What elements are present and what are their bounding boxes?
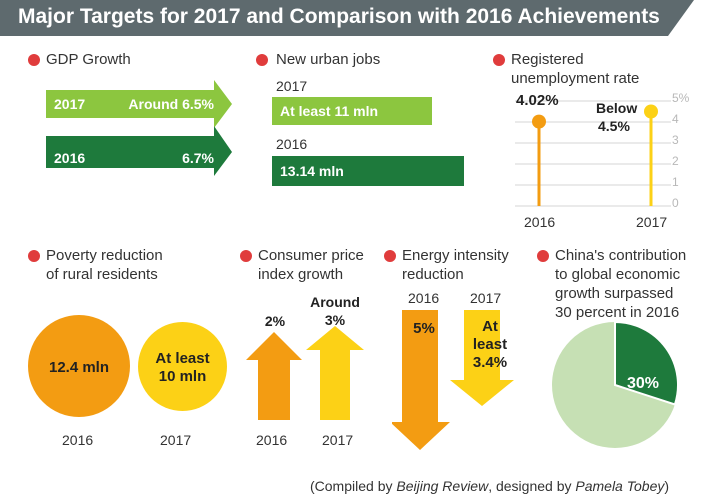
unemployment-title-line1: Registered (511, 51, 584, 68)
cpi-title-line1: Consumer price (258, 247, 364, 264)
china-pie-chart (552, 320, 679, 448)
poverty-2017-year: 2017 (160, 432, 192, 448)
jobs-2016-bar (272, 156, 464, 186)
china-title-line1: China's contribution (555, 247, 687, 264)
cpi-2016-arrow (246, 332, 302, 420)
unemployment-tick-5: 5% (672, 91, 690, 105)
cpi-2016-year: 2016 (256, 432, 288, 448)
energy-title-line1: Energy intensity (402, 247, 509, 264)
poverty-title-line2: of rural residents (46, 266, 158, 283)
poverty-2017-value-line2: 10 mln (158, 368, 207, 385)
unemployment-2016-value: 4.02% (516, 92, 559, 109)
jobs-title: New urban jobs (276, 51, 381, 68)
gdp-2017-arrow (46, 80, 232, 128)
poverty-bullet-icon (28, 250, 40, 262)
gdp-title: GDP Growth (46, 51, 131, 68)
china-pie-label: 30% (626, 375, 660, 392)
title-banner-notch (668, 0, 694, 36)
unemployment-tick-0: 0 (672, 196, 679, 210)
unemployment-title-line2: unemployment rate (511, 70, 640, 87)
jobs-2017-bar (272, 97, 432, 125)
footer-suffix: ) (664, 478, 670, 494)
gdp-2016-value: 6.7% (182, 150, 214, 166)
footer-prefix: (Compiled by (310, 478, 397, 494)
footer-credit: (Compiled by Beijing Review, designed by… (310, 478, 669, 494)
china-pie-30-slice (614, 320, 679, 406)
unemployment-2017-year: 2017 (636, 214, 668, 230)
page-title: Major Targets for 2017 and Comparison wi… (18, 5, 660, 28)
cpi-title-line2: index growth (258, 266, 344, 283)
cpi-2017-value-line2: 3% (324, 312, 346, 328)
cpi-2017-value-line1: Around (310, 294, 360, 310)
unemployment-tick-1: 1 (672, 175, 679, 189)
gdp-2017-year: 2017 (54, 96, 86, 112)
unemployment-point-2017 (644, 104, 658, 119)
gdp-arrows (46, 80, 232, 176)
cpi-2017-arrow (306, 326, 364, 420)
gdp-bullet-icon (28, 54, 40, 66)
energy-2016-year: 2016 (408, 290, 440, 306)
cpi-arrows (246, 326, 364, 420)
jobs-2017-year: 2017 (276, 78, 308, 94)
cpi-2017-year: 2017 (322, 432, 354, 448)
unemployment-2017-value-line2: 4.5% (598, 118, 630, 134)
energy-bullet-icon (384, 250, 396, 262)
footer-designer: Pamela Tobey (575, 478, 665, 494)
poverty-2016-circle (28, 315, 130, 417)
cpi-2016-value: 2% (264, 313, 286, 329)
china-title-line3: growth surpassed (555, 285, 674, 302)
unemployment-tick-3: 3 (672, 133, 679, 147)
china-bullet-icon (537, 250, 549, 262)
energy-title-line2: reduction (402, 266, 464, 283)
gdp-2017-value: Around 6.5% (128, 96, 214, 112)
energy-arrows (392, 310, 514, 450)
unemployment-bullet-icon (493, 54, 505, 66)
gdp-2016-arrow (46, 126, 232, 176)
cpi-bullet-icon (240, 250, 252, 262)
china-title-line4: 30 percent in 2016 (555, 304, 680, 321)
poverty-2016-year: 2016 (62, 432, 94, 448)
unemployment-point-2016 (532, 114, 546, 129)
unemployment-tick-4: 4 (672, 112, 679, 126)
poverty-2016-value: 12.4 mln (48, 359, 110, 376)
footer-source: Beijing Review (396, 478, 489, 494)
energy-2017-year: 2017 (470, 290, 502, 306)
jobs-2016-year: 2016 (276, 136, 308, 152)
poverty-2017-value-line1: At least (155, 350, 210, 367)
footer-middle: , designed by (488, 478, 576, 494)
poverty-2017-circle (138, 322, 227, 411)
unemployment-2017-value-line1: Below (596, 100, 638, 116)
poverty-title-line1: Poverty reduction (46, 247, 163, 264)
unemployment-chart (515, 100, 671, 207)
energy-2017-value-line2: least (472, 336, 508, 353)
jobs-2016-value: 13.14 mln (280, 163, 344, 179)
jobs-2017-value: At least 11 mln (280, 103, 379, 119)
energy-2016-arrow (392, 310, 450, 450)
gdp-2016-year: 2016 (54, 150, 86, 166)
unemployment-tick-2: 2 (672, 154, 679, 168)
energy-2017-arrow (450, 310, 514, 406)
unemployment-2016-year: 2016 (524, 214, 556, 230)
energy-2016-value: 5% (413, 320, 435, 337)
jobs-bullet-icon (256, 54, 268, 66)
energy-2017-value-line1: At (482, 318, 498, 335)
china-title-line2: to global economic (555, 266, 681, 283)
title-banner (0, 0, 668, 36)
energy-2017-value-line3: 3.4% (472, 354, 508, 371)
